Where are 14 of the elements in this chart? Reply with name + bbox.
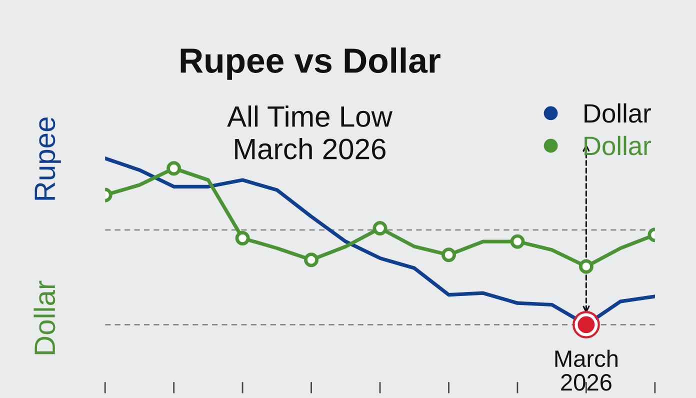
point (235, 230, 250, 246)
legend-label: Dollar (584, 103, 651, 123)
chart-subtitle: All Time Low March 2026 (227, 105, 392, 160)
text: Dollar (584, 136, 651, 156)
text: March 2026 (555, 350, 618, 391)
point (372, 221, 388, 236)
point (304, 252, 319, 268)
y-axis-title: Rupee (34, 118, 61, 200)
point (578, 259, 594, 274)
text: Dollar (34, 280, 56, 354)
point (166, 161, 182, 176)
point (510, 234, 525, 249)
chart-title: Rupee vs Dollar (180, 47, 440, 80)
point (442, 248, 456, 262)
